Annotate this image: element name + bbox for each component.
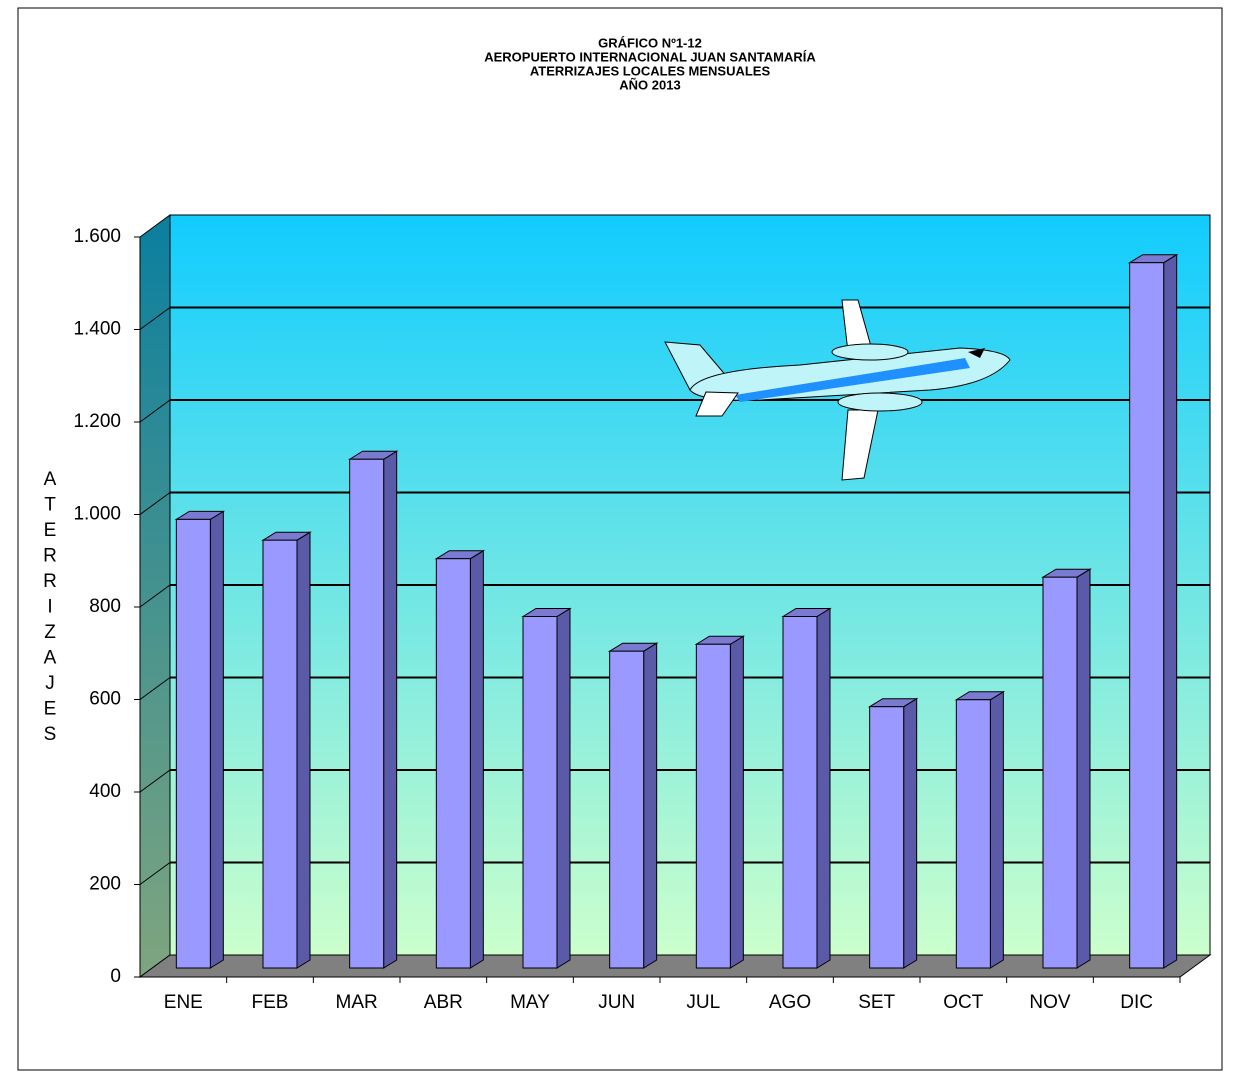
x-tick-label: FEB (252, 992, 289, 1013)
bar-front (349, 458, 385, 969)
bar-side (469, 549, 484, 969)
grid-line (139, 584, 171, 608)
bar-front (782, 616, 818, 969)
bar-front (1042, 576, 1078, 969)
x-tick-label: JUN (598, 992, 635, 1013)
y-axis-label: E (44, 699, 57, 720)
grid-line (139, 399, 171, 423)
bar-side (816, 607, 831, 969)
y-axis-label: I (47, 597, 52, 618)
y-axis-label: J (45, 673, 55, 694)
bar-side (209, 510, 224, 969)
bar (781, 607, 832, 969)
grid-line (139, 769, 171, 793)
y-tick-label: 200 (89, 874, 121, 895)
y-axis-label: A (44, 469, 57, 490)
y-axis-label: T (44, 495, 56, 516)
x-tick-label: ABR (424, 992, 463, 1013)
x-tick-label: DIC (1120, 992, 1153, 1013)
bar (347, 450, 399, 969)
bar-side (556, 607, 571, 969)
bar-front (435, 558, 471, 969)
grid (139, 306, 1210, 885)
bar-side (643, 642, 658, 969)
bar (1127, 253, 1179, 969)
grid-line (139, 862, 171, 885)
bar-front (609, 650, 645, 969)
bar (1041, 568, 1092, 969)
x-tick-label: SET (858, 992, 895, 1013)
bar (607, 642, 659, 969)
chart-title: GRÁFICO Nº1-12 (598, 35, 702, 50)
x-tick-label: OCT (943, 992, 984, 1013)
bar-front (1129, 262, 1165, 969)
bar-front (522, 616, 558, 969)
y-tick-label: 1.600 (73, 226, 121, 247)
bar-front (955, 699, 991, 969)
y-tick-label: 400 (89, 781, 121, 802)
airplane (664, 299, 1011, 481)
y-axis-label: R (43, 571, 57, 592)
y-axis-label: Z (44, 622, 56, 643)
chart-title: ATERRIZAJES LOCALES MENSUALES (530, 63, 771, 78)
chart-title: AÑO 2013 (619, 77, 680, 92)
y-axis-label: E (44, 520, 57, 541)
bar (694, 635, 746, 969)
y-tick-label: 0 (110, 966, 121, 987)
bar-side (383, 450, 398, 969)
bar-front (869, 706, 905, 969)
bar-side (989, 690, 1004, 969)
y-axis-label: S (44, 724, 57, 745)
bar-side (1163, 253, 1178, 969)
bar (174, 510, 226, 969)
bar (261, 531, 312, 969)
x-tick-label: NOV (1029, 992, 1071, 1013)
grid-line (139, 492, 171, 515)
bar-side (903, 697, 918, 969)
grid-line (139, 677, 171, 700)
y-tick-label: 1.000 (73, 504, 121, 525)
bar-side (1076, 568, 1091, 969)
bar (521, 607, 572, 969)
y-axis-label: A (44, 648, 57, 669)
x-tick-label: MAR (336, 992, 378, 1013)
y-tick-label: 1.200 (73, 411, 121, 432)
bar (434, 549, 486, 969)
x-tick-label: JUL (686, 992, 720, 1013)
x-tick-label: ENE (164, 992, 203, 1013)
bar-side (296, 531, 311, 969)
y-tick-label: 800 (89, 596, 121, 617)
bar-front (695, 643, 731, 969)
y-tick-label: 1.400 (73, 319, 121, 340)
x-tick-label: AGO (769, 992, 811, 1013)
grid-line (139, 307, 171, 330)
chart-title: AEROPUERTO INTERNACIONAL JUAN SANTAMARÍA (484, 49, 816, 64)
y-tick-label: 600 (89, 689, 121, 710)
bar-front (262, 539, 298, 969)
bar-side (729, 635, 744, 969)
bar-front (175, 518, 211, 969)
bar (954, 690, 1006, 969)
y-axis-label: R (43, 546, 57, 567)
x-tick-label: MAY (510, 992, 550, 1013)
bar (867, 697, 919, 969)
